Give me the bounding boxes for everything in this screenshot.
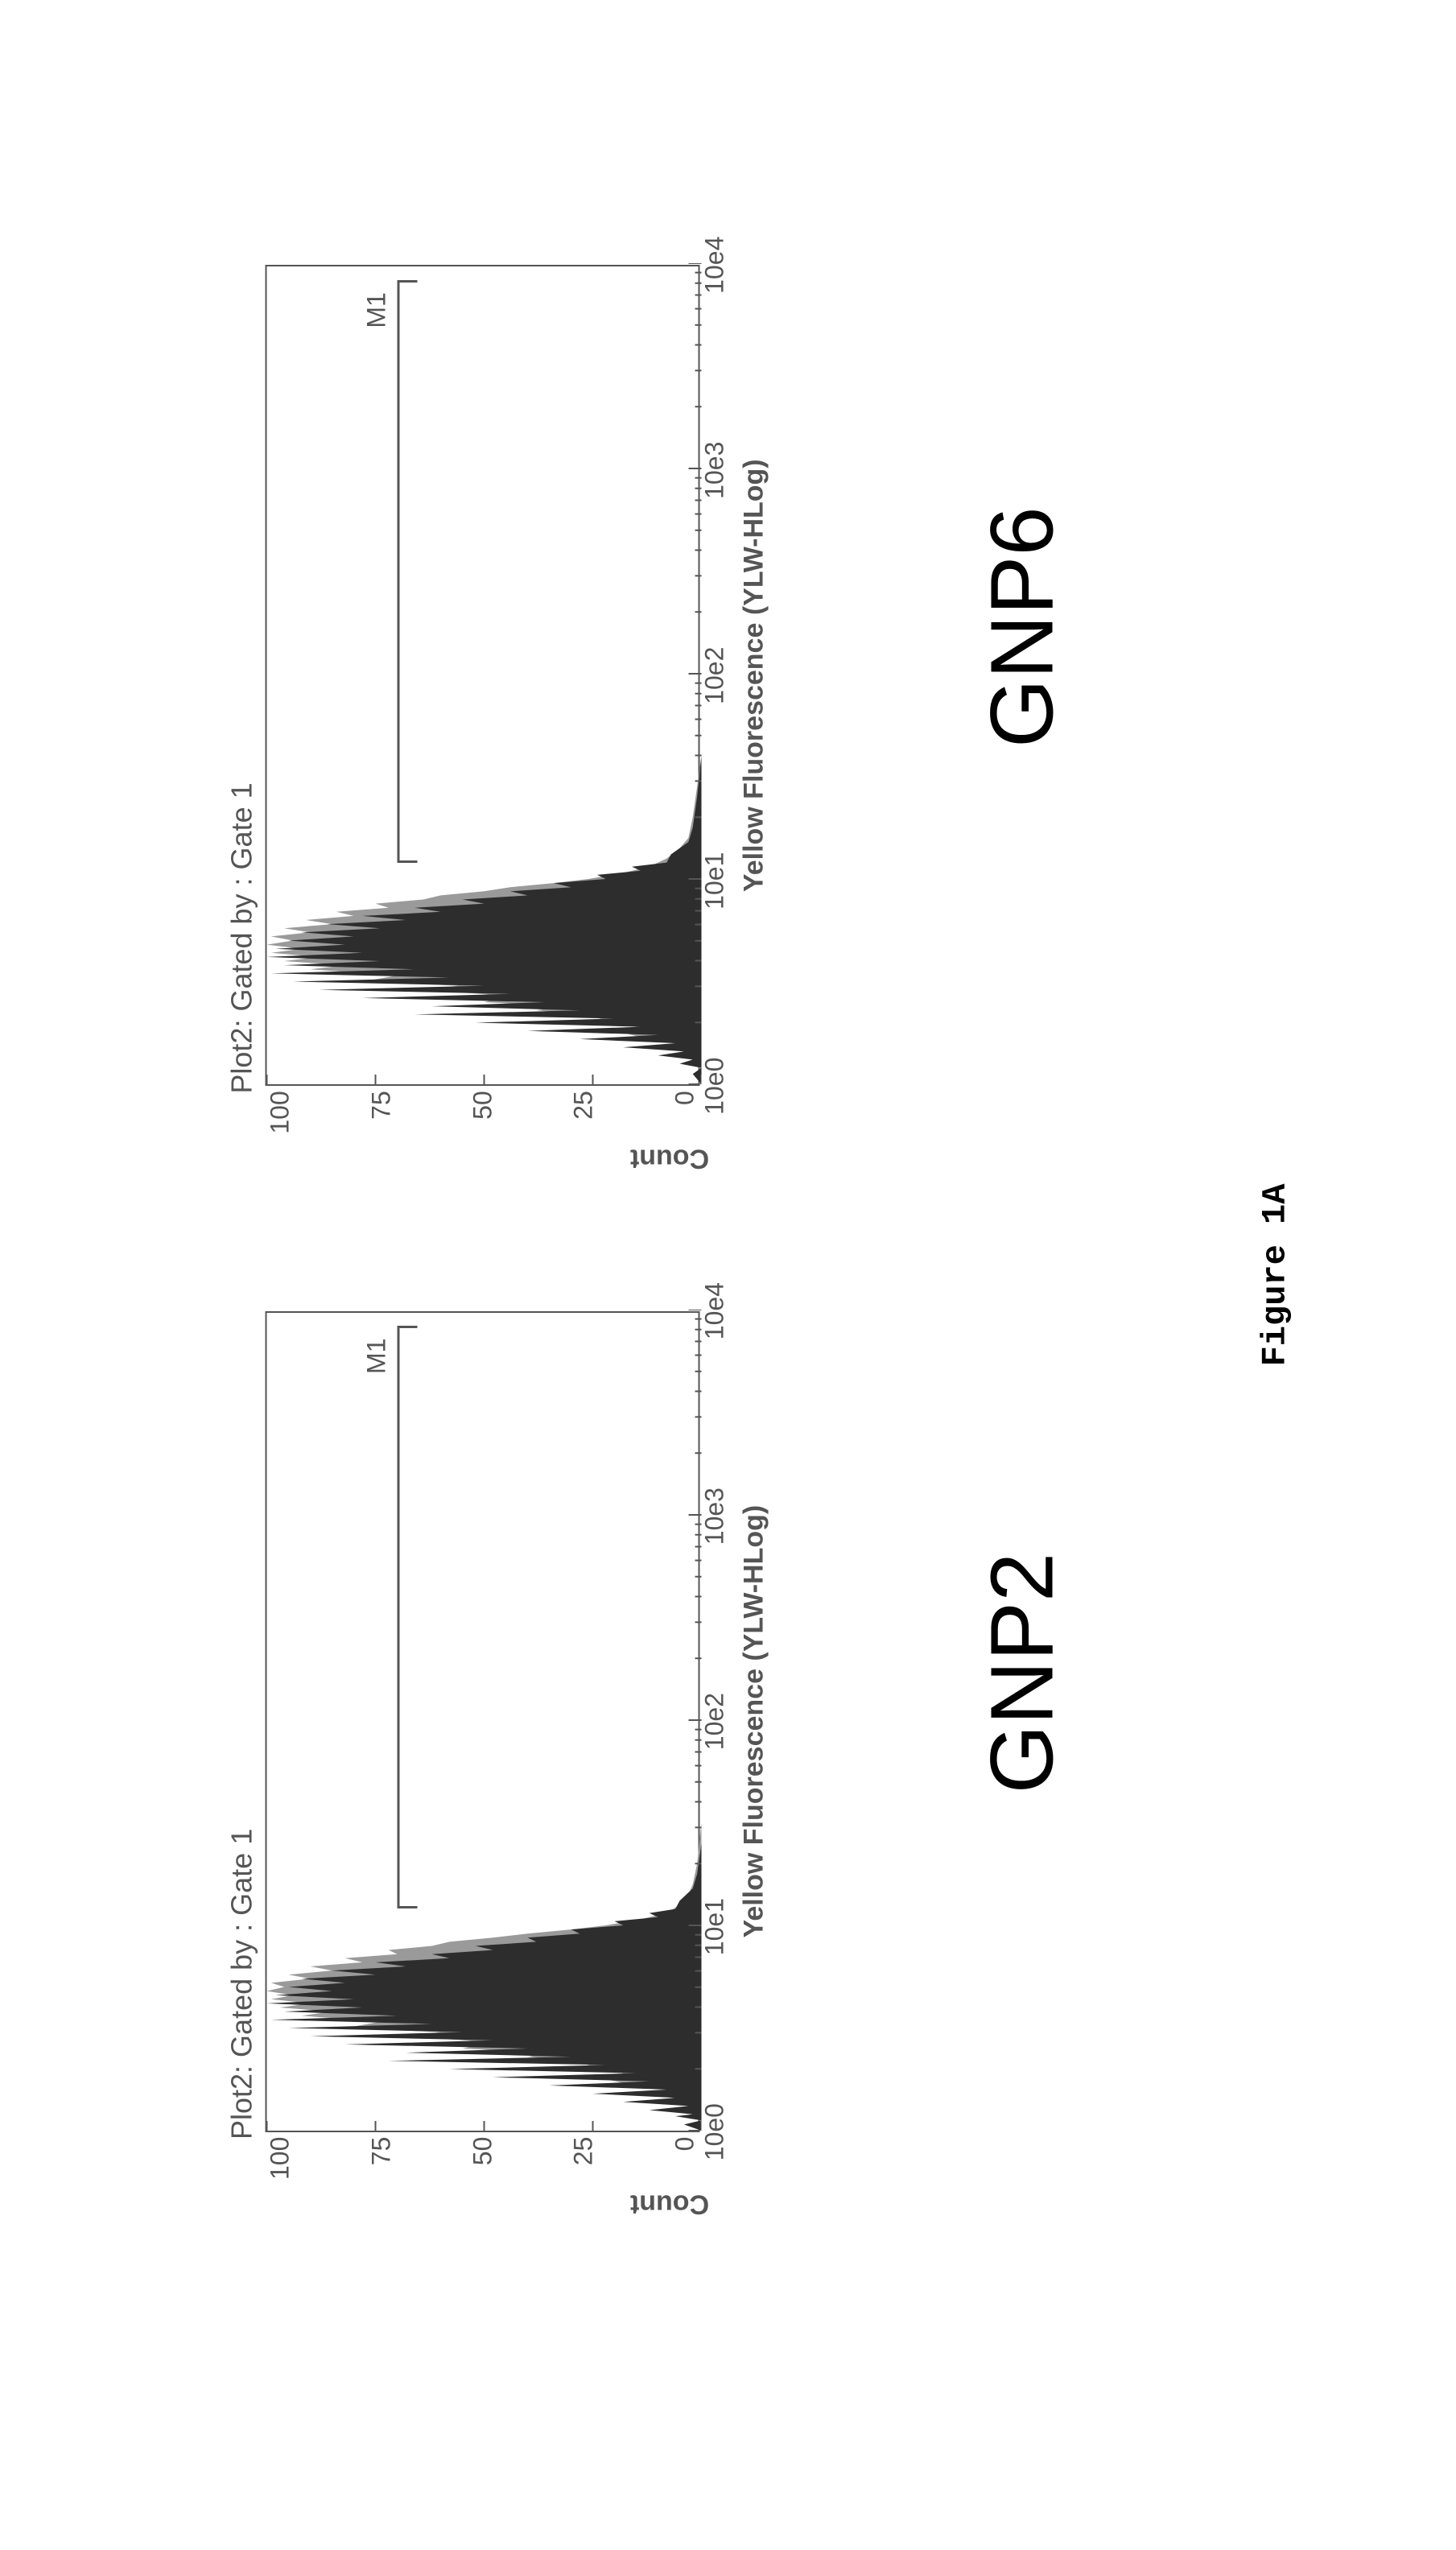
plot-body: Count 100 75 50 25 0 M1 10e0 10e1 10e2 10e3 10e4 Yel… xyxy=(266,1215,1074,2228)
y-tick-label: 0 xyxy=(670,1091,700,1105)
x-tick-label: 10e0 xyxy=(700,1058,730,1115)
y-tick-label: 100 xyxy=(266,1091,295,1133)
x-tick-labels: 10e010e110e210e310e4 xyxy=(700,1311,736,2132)
plot-title: Plot2: Gated by : Gate 1 xyxy=(225,168,259,1093)
x-tick-label: 10e3 xyxy=(700,442,730,499)
x-tick-label: 10e2 xyxy=(700,647,730,704)
x-tick-label: 10e1 xyxy=(700,852,730,910)
x-tick-label: 10e3 xyxy=(700,1488,730,1545)
plot-body: Count 100 75 50 25 0 M1 10e0 10e1 10e2 10e3 10e4 Yel… xyxy=(266,168,1074,1182)
chart-area: M1 xyxy=(266,1311,700,2132)
x-tick-label: 10e4 xyxy=(700,237,730,294)
x-tick-label: 10e0 xyxy=(700,2103,730,2160)
figure-caption: Figure 1A xyxy=(1256,1184,1295,1367)
y-tick-label: 50 xyxy=(468,2137,497,2166)
chart-column: M110e010e110e210e310e4Yellow Fluorescenc… xyxy=(266,168,1074,1086)
y-tick-labels: 100 75 50 25 0 xyxy=(266,2132,700,2180)
panel-label: GNP2 xyxy=(971,1215,1074,2132)
x-tick-label: 10e2 xyxy=(700,1693,730,1750)
y-tick-label: 50 xyxy=(468,1091,497,1120)
y-tick-label: 75 xyxy=(366,1091,396,1120)
y-tick-label: 0 xyxy=(670,2137,700,2152)
plots-row: Plot2: Gated by : Gate 1 Count 100 75 50 25 0 M… xyxy=(225,168,1074,2228)
x-axis-label: Yellow Fluorescence (YLW-HLog) xyxy=(739,1311,770,2132)
plot-panel: Plot2: Gated by : Gate 1 Count 100 75 50 25 0 M… xyxy=(225,1215,1074,2228)
y-tick-label: 25 xyxy=(569,2137,599,2166)
gate-marker-label: M1 xyxy=(362,292,392,328)
y-tick-label: 100 xyxy=(266,2137,295,2180)
y-axis-label: Count xyxy=(629,2189,708,2220)
y-axis-label: Count xyxy=(629,1142,708,1174)
x-tick-label: 10e1 xyxy=(700,1898,730,1955)
plot-panel: Plot2: Gated by : Gate 1 Count 100 75 50 25 0 M… xyxy=(225,168,1074,1182)
x-tick-labels: 10e010e110e210e310e4 xyxy=(700,265,736,1086)
histogram-svg xyxy=(267,263,702,1084)
x-axis-label: Yellow Fluorescence (YLW-HLog) xyxy=(739,265,770,1086)
histogram-svg xyxy=(267,1310,702,2131)
y-tick-label: 25 xyxy=(569,1091,599,1120)
panel-label: GNP6 xyxy=(971,168,1074,1086)
gate-marker-label: M1 xyxy=(362,1339,392,1374)
x-tick-label: 10e4 xyxy=(700,1282,730,1339)
chart-area: M1 xyxy=(266,265,700,1086)
gate-marker-bracket xyxy=(398,1326,400,1908)
y-tick-label: 75 xyxy=(366,2137,396,2166)
page-rotated-wrapper: Plot2: Gated by : Gate 1 Count 100 75 50 25 0 M… xyxy=(0,0,1456,2550)
plot-title: Plot2: Gated by : Gate 1 xyxy=(225,1215,259,2139)
chart-column: M110e010e110e210e310e4Yellow Fluorescenc… xyxy=(266,1215,1074,2132)
y-tick-labels: 100 75 50 25 0 xyxy=(266,1086,700,1133)
gate-marker-bracket xyxy=(398,280,400,863)
